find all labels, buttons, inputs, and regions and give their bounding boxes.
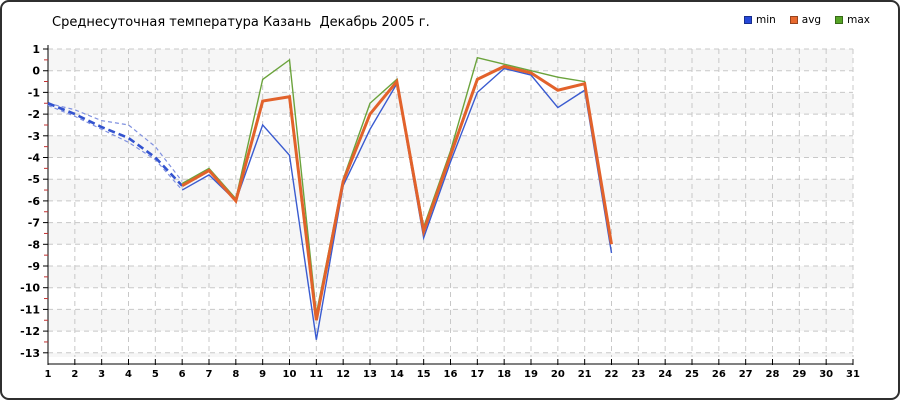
x-axis-tick-label: 8 — [232, 369, 239, 380]
x-axis-tick-label: 16 — [444, 369, 458, 380]
x-axis-tick-label: 22 — [605, 369, 619, 380]
x-axis-tick-label: 12 — [336, 369, 350, 380]
legend-item-max: max — [835, 14, 870, 26]
series-forecast-mid-line — [47, 102, 184, 187]
max-series-swatch-icon — [835, 16, 844, 24]
y-axis-tick-label: -8 — [28, 238, 40, 251]
y-axis-tick-label: -10 — [20, 282, 40, 295]
x-axis-tick-label: 2 — [71, 369, 78, 380]
x-axis-tick-label: 31 — [846, 369, 860, 380]
y-axis-tick-label: -1 — [28, 86, 40, 99]
min-series-swatch-icon — [743, 16, 752, 24]
legend: min avg max — [743, 14, 870, 26]
legend-item-min: min — [743, 14, 776, 26]
x-axis-tick-label: 1 — [45, 369, 52, 380]
x-axis-tick-label: 9 — [259, 369, 266, 380]
y-axis-tick-label: -12 — [20, 325, 40, 338]
x-axis-tick-label: 3 — [98, 369, 105, 380]
y-axis-tick-label: 0 — [32, 65, 40, 78]
x-axis-tick-label: 28 — [766, 369, 780, 380]
x-axis-tick-label: 10 — [283, 369, 297, 380]
legend-item-avg: avg — [789, 14, 822, 26]
x-axis-tick-label: 23 — [631, 369, 645, 380]
x-axis-tick-label: 4 — [125, 369, 132, 380]
x-axis-tick-label: 6 — [179, 369, 186, 380]
plot-row-stripe — [48, 244, 853, 266]
y-axis-tick-label: -13 — [20, 347, 40, 360]
series-forecast-upper-line — [47, 102, 183, 182]
y-axis-tick-label: 1 — [32, 43, 40, 56]
legend-label-min: min — [755, 14, 776, 26]
x-axis-tick-label: 11 — [309, 369, 323, 380]
x-axis-tick-label: 30 — [819, 369, 833, 380]
y-axis-tick-label: -2 — [28, 108, 40, 121]
x-axis-tick-label: 14 — [390, 369, 404, 380]
plot-row-stripe — [48, 287, 853, 310]
plot-row-stripe — [48, 179, 853, 201]
y-axis-tick-label: -5 — [28, 173, 40, 186]
x-axis-tick-label: 21 — [578, 369, 592, 380]
legend-label-max: max — [847, 14, 870, 26]
x-axis-tick-label: 15 — [417, 369, 431, 380]
legend-label-avg: avg — [801, 14, 822, 26]
x-axis-tick-label: 24 — [658, 369, 672, 380]
y-axis-tick-label: -7 — [28, 217, 40, 230]
y-axis-tick-label: -4 — [28, 152, 41, 165]
series-avg-line — [181, 64, 613, 321]
y-axis-tick-label: -9 — [28, 260, 40, 273]
y-axis-tick-label: -11 — [20, 303, 40, 316]
y-axis-tick-label: -3 — [28, 130, 40, 143]
y-axis-tick-label: -6 — [28, 195, 41, 208]
x-axis-tick-label: 25 — [685, 369, 699, 380]
x-axis-tick-label: 17 — [470, 369, 484, 380]
avg-series-swatch-icon — [789, 16, 798, 24]
plot-row-stripe — [48, 70, 853, 93]
x-axis-tick-label: 26 — [712, 369, 726, 380]
x-axis-tick-label: 5 — [152, 369, 159, 380]
x-axis-tick-label: 19 — [524, 369, 538, 380]
plot-row-stripe — [48, 352, 853, 357]
x-axis-tick-label: 29 — [792, 369, 806, 380]
series-forecast-lower-line — [47, 104, 183, 191]
x-axis-tick-label: 7 — [206, 369, 213, 380]
chart-title: Среднесуточная температура Казань Декабр… — [52, 15, 430, 30]
x-axis-tick-label: 27 — [739, 369, 753, 380]
x-axis-tick-label: 13 — [363, 369, 377, 380]
x-axis-tick-label: 20 — [551, 369, 565, 380]
x-axis-tick-label: 18 — [497, 369, 511, 380]
